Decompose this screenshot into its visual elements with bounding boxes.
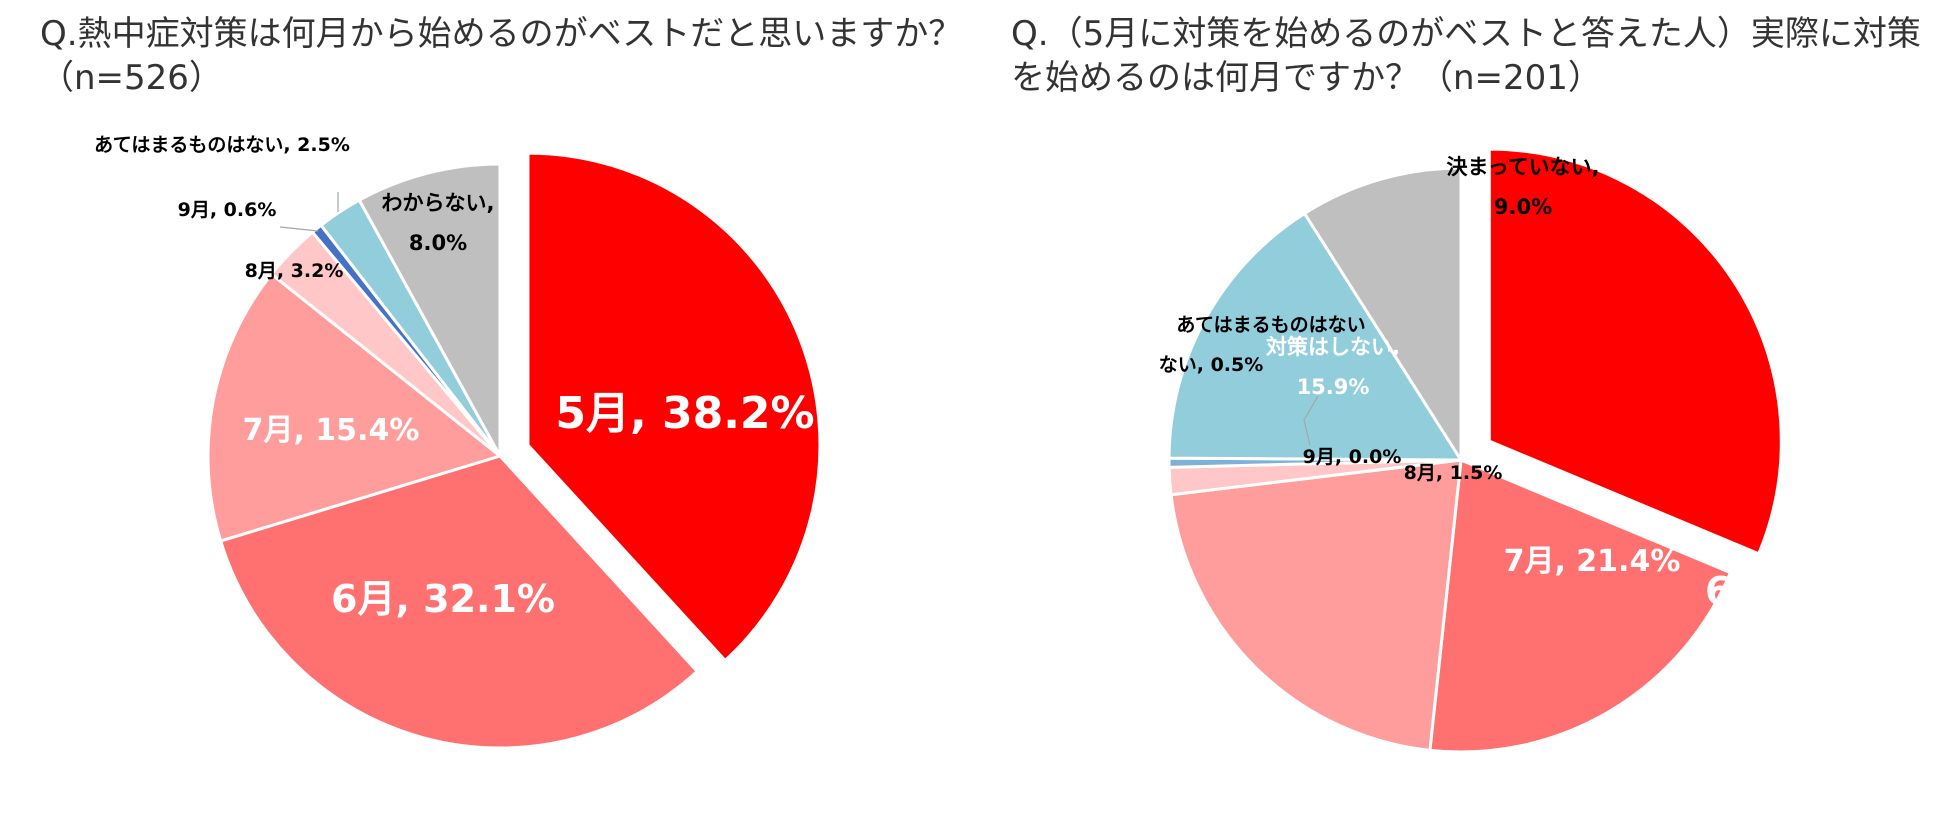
pie-slice-unknown bbox=[357, 162, 502, 458]
data-label-none: あてはまるものはないない, 0.5% bbox=[1159, 314, 1366, 376]
pie-chart-best-month: 5月, 38.2% 6月, 32.1% 7月, 15.4% 8月, 3.2% 9月, 0… bbox=[94, 134, 822, 750]
data-label-sep: 9月, 0.0% bbox=[1303, 446, 1402, 468]
data-label-sep: 9月, 0.6% bbox=[178, 199, 277, 221]
data-label-no_measures: 対策はしない, 15.9% bbox=[1266, 335, 1400, 399]
pie-slice-undecided bbox=[1303, 166, 1463, 462]
pie-slice-may bbox=[526, 151, 822, 662]
data-label-jun: 6月, 32.1% bbox=[331, 577, 555, 621]
data-label-unknown: わからない, 8.0% bbox=[382, 191, 495, 255]
data-label-jul: 7月, 15.4% bbox=[243, 413, 420, 448]
data-label-undecided: 決まっていない, 9.0% bbox=[1446, 155, 1599, 219]
data-label-aug: 8月, 3.2% bbox=[245, 260, 344, 282]
pie-wedges bbox=[1167, 147, 1783, 754]
data-label-jul: 7月, 21.4% bbox=[1504, 544, 1681, 579]
pie-chart-actual-month: 5月, 31.3%6月, 20.4%7月, 21.4%8月, 1.5%9月, 0… bbox=[1159, 147, 1929, 754]
pie-slice-jun bbox=[219, 454, 699, 750]
pie-slice-jun bbox=[1428, 458, 1732, 754]
pie-slice-jul bbox=[1169, 458, 1463, 752]
data-label-aug: 8月, 1.5% bbox=[1404, 462, 1503, 484]
chart-panel-actual-month: Q.（5月に対策を始めるのがベストと答えた人）実際に対策を始めるのは何月ですか？… bbox=[975, 0, 1950, 815]
data-label-none: あてはまるものはない, 2.5% bbox=[94, 134, 350, 156]
chart-title: Q.熱中症対策は何月から始めるのがベストだと思いますか？（n=526） bbox=[40, 14, 963, 98]
pie-slice-no_measures bbox=[1167, 211, 1463, 462]
data-label-may: 5月, 38.2% bbox=[555, 388, 814, 439]
pie-slice-may bbox=[1487, 147, 1783, 556]
leader-line-sep bbox=[279, 226, 319, 232]
data-label-jun: 6月, 20.4% bbox=[1705, 569, 1929, 613]
leader-line-none bbox=[1303, 395, 1319, 446]
chart-title: Q.（5月に対策を始めるのがベストと答えた人）実際に対策を始めるのは何月ですか？… bbox=[1011, 14, 1921, 98]
pie-slice-jul bbox=[206, 272, 502, 543]
pie-wedges bbox=[206, 151, 822, 750]
chart-panel-best-month: Q.熱中症対策は何月から始めるのがベストだと思いますか？（n=526） 5月, … bbox=[40, 14, 963, 750]
